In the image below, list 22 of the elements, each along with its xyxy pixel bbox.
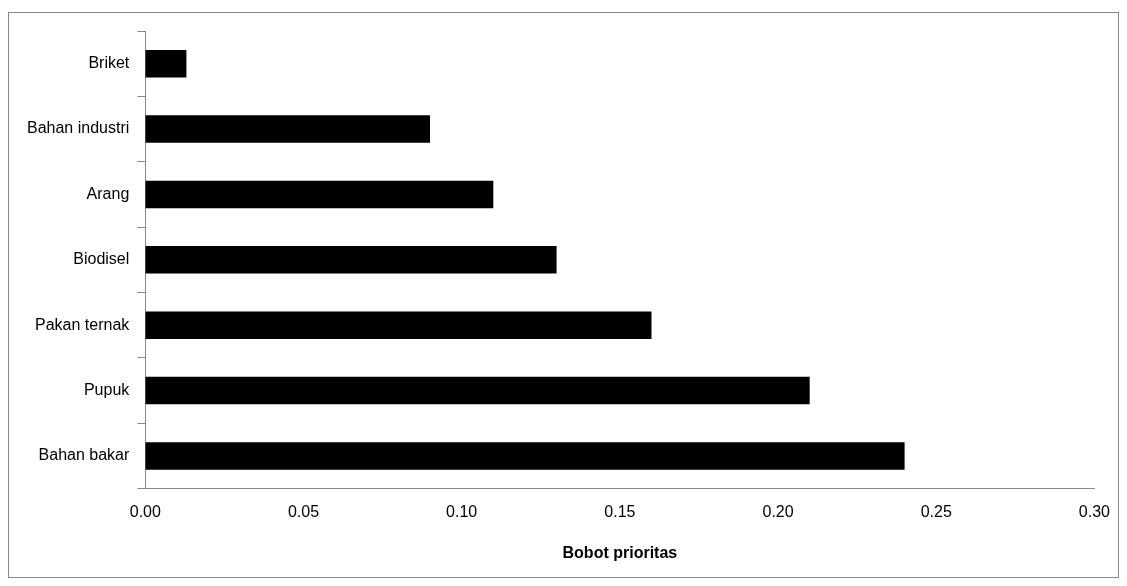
- x-tick-label: 0.00: [129, 502, 161, 520]
- bar: [145, 442, 905, 470]
- x-tick-label: 0.30: [1078, 502, 1111, 520]
- bar: [145, 246, 557, 274]
- y-tick-label: Arang: [86, 184, 130, 202]
- x-tick-label: 0.25: [920, 502, 952, 520]
- bar: [145, 49, 187, 78]
- x-tick-label: 0.10: [446, 502, 478, 520]
- y-tick-label: Pupuk: [83, 380, 131, 398]
- bar: [145, 115, 431, 143]
- x-tick-label: 0.05: [287, 502, 320, 520]
- y-tick-label: Pakan ternak: [35, 315, 131, 333]
- y-tick-label: Briket: [88, 54, 130, 72]
- x-axis-title: Bobot prioritas: [562, 543, 678, 561]
- y-tick-label: Biodisel: [73, 250, 130, 268]
- y-tick-label: Bahan bakar: [38, 446, 130, 464]
- bar: [145, 376, 810, 405]
- x-tick-label: 0.20: [762, 502, 794, 520]
- bar: [145, 180, 494, 209]
- x-tick-label: 0.15: [604, 502, 636, 520]
- y-tick-label: Bahan industri: [26, 119, 130, 137]
- bar: [145, 311, 652, 339]
